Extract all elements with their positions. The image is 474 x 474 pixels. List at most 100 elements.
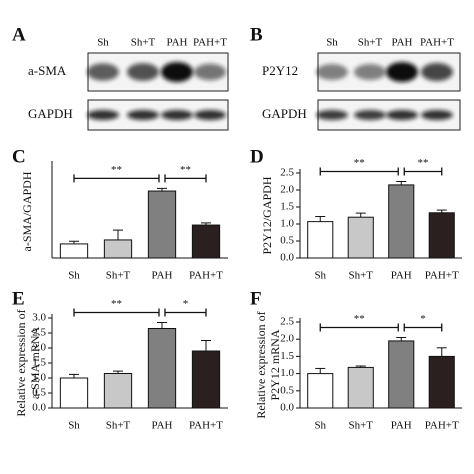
x-tick-label: PAH bbox=[152, 420, 173, 432]
lane-label: Sh bbox=[97, 37, 109, 49]
x-tick-label: PAH+T bbox=[425, 270, 459, 282]
x-tick-label: Sh+T bbox=[106, 270, 131, 282]
bar bbox=[428, 212, 455, 259]
y-tick-label: 1.0 bbox=[280, 218, 294, 230]
y-tick-label: 0.0 bbox=[280, 402, 294, 414]
blot-band bbox=[386, 110, 418, 120]
blot-row-label: GAPDH bbox=[28, 106, 73, 121]
y-axis-label: a-SMA mRNA bbox=[28, 326, 42, 399]
lane-label: PAH+T bbox=[420, 37, 454, 49]
y-tick-label: 0.0 bbox=[32, 402, 46, 414]
bar bbox=[307, 221, 334, 259]
significance-label: ** bbox=[180, 164, 191, 176]
y-tick-label: 2.0 bbox=[32, 342, 46, 354]
lane-label: Sh bbox=[326, 37, 338, 49]
x-tick-label: PAH bbox=[391, 420, 412, 432]
lane-label: Sh+T bbox=[131, 37, 156, 49]
blot-band bbox=[127, 110, 159, 120]
significance-label: ** bbox=[418, 157, 429, 169]
blot-band bbox=[316, 64, 348, 80]
y-tick-label: 1.5 bbox=[32, 357, 46, 369]
y-tick-label: 1.0 bbox=[32, 372, 46, 384]
significance-label: * bbox=[420, 313, 426, 325]
significance-label: ** bbox=[354, 313, 365, 325]
blot-band bbox=[421, 63, 453, 81]
lane-label: PAH bbox=[392, 37, 413, 49]
panel-label: B bbox=[250, 24, 263, 45]
x-tick-label: Sh+T bbox=[348, 420, 373, 432]
y-tick-label: 2.0 bbox=[280, 333, 294, 345]
y-tick-label: 1.0 bbox=[280, 367, 294, 379]
panel-label: F bbox=[250, 288, 262, 309]
blot-band bbox=[161, 62, 193, 82]
y-tick-label: 3.0 bbox=[32, 312, 46, 324]
blot-band bbox=[87, 110, 119, 120]
bar bbox=[147, 328, 177, 409]
y-tick-label: 0.5 bbox=[32, 387, 46, 399]
blot-band bbox=[421, 110, 453, 120]
significance-label: ** bbox=[354, 157, 365, 169]
blot-band bbox=[354, 110, 386, 120]
bar bbox=[191, 224, 221, 259]
y-tick-label: 0.5 bbox=[280, 235, 294, 247]
y-tick-label: 1.5 bbox=[280, 201, 294, 213]
blot-band bbox=[194, 110, 226, 120]
bar bbox=[59, 243, 89, 259]
x-tick-label: Sh bbox=[314, 420, 326, 432]
bar bbox=[428, 355, 455, 409]
panel-label: E bbox=[12, 288, 25, 309]
x-tick-label: PAH bbox=[391, 270, 412, 282]
panel-label: D bbox=[250, 146, 264, 167]
x-tick-label: PAH+T bbox=[189, 270, 223, 282]
bar bbox=[59, 377, 89, 409]
blot-band bbox=[194, 63, 226, 81]
blot-row-label: GAPDH bbox=[262, 106, 307, 121]
blot-band bbox=[316, 110, 348, 120]
panel-label: A bbox=[12, 24, 26, 45]
bar bbox=[388, 340, 415, 409]
lane-label: PAH bbox=[167, 37, 188, 49]
bar bbox=[147, 190, 177, 259]
x-tick-label: Sh+T bbox=[348, 270, 373, 282]
y-tick-label: 2.5 bbox=[280, 316, 294, 328]
bar bbox=[307, 373, 334, 409]
y-axis-label: P2Y12 mRNA bbox=[268, 329, 282, 400]
significance-label: ** bbox=[111, 164, 122, 176]
significance-label: * bbox=[183, 298, 189, 310]
y-tick-label: 2.5 bbox=[32, 327, 46, 339]
bar bbox=[347, 216, 374, 259]
blot-row-label: a-SMA bbox=[28, 63, 67, 78]
y-axis-label: Relative expression of bbox=[254, 311, 268, 418]
bar bbox=[191, 350, 221, 409]
bar bbox=[103, 239, 133, 259]
blot-band bbox=[354, 64, 386, 80]
lane-label: PAH+T bbox=[193, 37, 227, 49]
bar bbox=[388, 184, 415, 259]
x-tick-label: PAH bbox=[152, 270, 173, 282]
y-axis-label: Relative expression of bbox=[14, 309, 28, 416]
x-tick-label: Sh+T bbox=[106, 420, 131, 432]
blot-row-label: P2Y12 bbox=[262, 63, 298, 78]
bar bbox=[103, 373, 133, 409]
blot-band bbox=[161, 110, 193, 120]
x-tick-label: Sh bbox=[68, 420, 80, 432]
lane-label: Sh+T bbox=[358, 37, 383, 49]
y-tick-label: 0.0 bbox=[280, 252, 294, 264]
y-tick-label: 0.5 bbox=[280, 384, 294, 396]
y-tick-label: 1.5 bbox=[280, 350, 294, 362]
x-tick-label: PAH+T bbox=[189, 420, 223, 432]
x-tick-label: Sh bbox=[68, 270, 80, 282]
bar bbox=[347, 366, 374, 409]
blot-band bbox=[87, 63, 119, 81]
significance-label: ** bbox=[111, 298, 122, 310]
x-tick-label: PAH+T bbox=[425, 420, 459, 432]
y-tick-label: 2.5 bbox=[280, 167, 294, 179]
panel-label: C bbox=[12, 146, 26, 167]
y-tick-label: 2.0 bbox=[280, 184, 294, 196]
blot-band bbox=[127, 63, 159, 81]
y-axis-label: a-SMA/GAPDH bbox=[20, 171, 34, 251]
y-axis-label: P2Y12/GAPDH bbox=[260, 176, 274, 254]
x-tick-label: Sh bbox=[314, 270, 326, 282]
blot-band bbox=[386, 62, 418, 82]
